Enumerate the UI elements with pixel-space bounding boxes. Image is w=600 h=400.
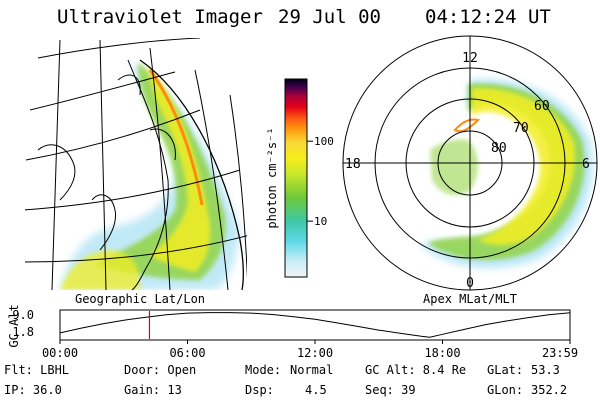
timeline-tick-label: 00:00 [42,346,78,360]
status-gc-alt: GC Alt: 8.4 Re [365,363,467,377]
mlt-18-label: 18 [345,157,361,172]
timeline-tick-label: 12:00 [297,346,333,360]
timeline-tick-label: 23:59 [542,346,578,360]
status-mode-value: Normal [290,363,334,377]
status-glat-value: 53.3 [531,363,560,377]
timeline-frame [59,309,571,341]
status-glon-label: GLon: [487,383,524,397]
timeline-tick-label: 06:00 [169,346,205,360]
geo-aurora-image [25,38,247,290]
status-dsp-value: 4.5 [305,383,327,397]
orbit-altitude-curve [59,312,571,338]
ytick-1-8: 1.8 [12,325,34,339]
timeline-ylabel: GC Alt [7,304,21,347]
geo-map-panel: Geographic Lat/Lon [25,38,247,306]
status-ip: IP: 36.0 [4,383,62,397]
geo-graticule [25,38,247,290]
coastline-detail [37,74,176,251]
mlt-0-label: 0 [466,276,474,291]
observation-date: 29 Jul 00 [278,6,381,28]
geo-map-label: Geographic Lat/Lon [75,292,205,306]
mlt-12-label: 12 [462,51,478,66]
lat-80-label: 80 [491,141,507,156]
status-door: Door: Open [124,363,197,377]
timeline-x-ticks: 00:00 06:00 12:00 18:00 23:59 [42,340,578,360]
polar-plot-label: Apex MLat/MLT [423,292,517,306]
colorbar: 100 10 photon cm⁻²s⁻¹ [265,78,334,278]
colorbar-unit-label: photon cm⁻²s⁻¹ [265,127,279,228]
instrument-title: Ultraviolet Imager [57,6,263,28]
colorbar-gradient [284,78,308,278]
status-dsp-label: Dsp: [245,383,274,397]
coastline [127,59,169,290]
colorbar-ticks: 100 10 [307,135,334,228]
observation-time: 04:12:24 UT [425,6,551,28]
colorbar-tick-label: 10 [314,215,327,228]
lat-60-label: 60 [534,99,550,114]
status-gain: Gain: 13 [124,383,182,397]
polar-grid [342,35,598,291]
status-mode-label: Mode: [245,363,282,377]
status-glat-label: GLat: [487,363,524,377]
ytick-9: 9.0 [12,308,34,322]
status-glon-value: 352.2 [531,383,568,397]
timeline-tick-label: 18:00 [424,346,460,360]
mlt-6-label: 6 [582,157,590,172]
status-seq: Seq: 39 [365,383,416,397]
status-filter: Flt: LBHL [4,363,70,377]
altitude-timeline: 00:00 06:00 12:00 18:00 23:59 9.0 1.8 GC Alt [7,304,578,360]
colorbar-tick-label: 100 [314,135,334,148]
lat-70-label: 70 [513,121,529,136]
polar-aurora-image [420,79,593,268]
polar-plot-panel: 12 18 6 0 60 70 80 Apex MLat/MLT [342,35,598,306]
